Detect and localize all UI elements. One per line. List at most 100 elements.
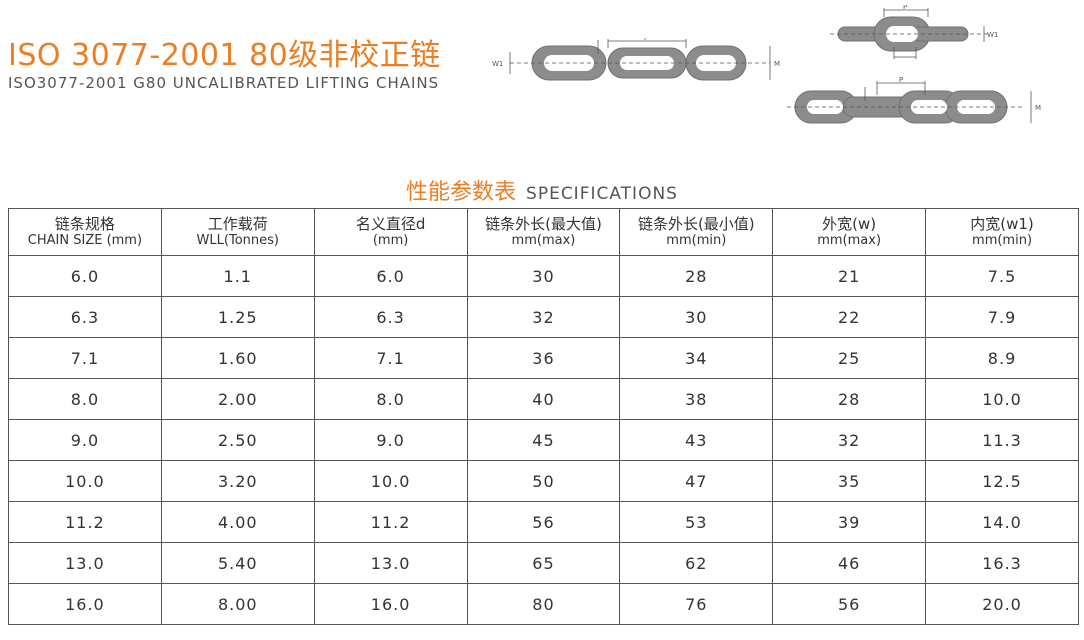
page-subtitle: ISO3077-2001 G80 UNCALIBRATED LIFTING CH… [8, 74, 440, 92]
table-cell: 6.0 [313, 255, 468, 297]
inner-width-label: W1 [987, 31, 998, 39]
table-cell: 1.1 [160, 255, 315, 297]
table-cell: 12.5 [925, 460, 1079, 502]
table-cell: 13.0 [8, 542, 162, 584]
table-row: 10.0 3.20 10.0 50 47 35 12.5 [8, 460, 1079, 502]
spec-heading: 性能参数表 SPECIFICATIONS [0, 174, 1084, 206]
column-header-en: mm(min) [666, 233, 727, 248]
table-cell: 28 [619, 255, 774, 297]
table-cell: 14.0 [925, 501, 1079, 543]
table-cell: 11.2 [313, 501, 468, 543]
table-cell: 1.60 [160, 337, 315, 379]
table-cell: 11.2 [8, 501, 162, 543]
table-cell: 1.25 [160, 296, 315, 338]
column-header-en: CHAIN SIZE (mm) [27, 233, 143, 248]
column-header: 链条外长(最小值) mm(min) [619, 208, 774, 256]
table-cell: 36 [466, 337, 621, 379]
table-cell: 22 [772, 296, 927, 338]
table-row: 9.0 2.50 9.0 45 43 32 11.3 [8, 419, 1079, 461]
column-header: 工作载荷 WLL(Tonnes) [160, 208, 315, 256]
table-cell: 6.0 [8, 255, 162, 297]
outer-width-label: M [1035, 104, 1041, 112]
table-cell: 21 [772, 255, 927, 297]
column-header-cn: 链条外长(最小值) [637, 215, 755, 233]
table-cell: 30 [619, 296, 774, 338]
column-header: 链条外长(最大值) mm(max) [466, 208, 621, 256]
table-cell: 20.0 [925, 583, 1079, 625]
table-cell: 43 [619, 419, 774, 461]
table-cell: 16.3 [925, 542, 1079, 584]
pitch-label: P [899, 77, 903, 84]
table-row: 6.0 1.1 6.0 30 28 21 7.5 [8, 255, 1079, 297]
table-row: 13.0 5.40 13.0 65 62 46 16.3 [8, 542, 1079, 584]
table-row: 8.0 2.00 8.0 40 38 28 10.0 [8, 378, 1079, 420]
table-cell: 76 [619, 583, 774, 625]
pitch-label: P [644, 38, 648, 42]
table-cell: 2.50 [160, 419, 315, 461]
table-cell: 35 [772, 460, 927, 502]
table-cell: 2.00 [160, 378, 315, 420]
table-cell: 30 [466, 255, 621, 297]
chain-side-diagram: W1 M P [492, 38, 780, 81]
table-cell: 8.0 [8, 378, 162, 420]
table-cell: 80 [466, 583, 621, 625]
table-cell: 10.0 [8, 460, 162, 502]
column-header-cn: 链条外长(最大值) [485, 215, 602, 233]
spec-heading-en: SPECIFICATIONS [526, 184, 678, 204]
column-header-en: mm(max) [817, 233, 882, 248]
table-row: 11.2 4.00 11.2 56 53 39 14.0 [8, 501, 1079, 543]
column-header-en: mm(min) [972, 233, 1033, 248]
chain-long-diagram: P M [787, 77, 1041, 124]
table-cell: 50 [466, 460, 621, 502]
table-cell: 9.0 [8, 419, 162, 461]
column-header: 链条规格 CHAIN SIZE (mm) [8, 208, 162, 256]
table-cell: 11.3 [925, 419, 1079, 461]
table-cell: 38 [619, 378, 774, 420]
column-header-cn: 工作载荷 [207, 215, 268, 233]
table-cell: 45 [466, 419, 621, 461]
table-cell: 8.00 [160, 583, 315, 625]
table-cell: 16.0 [8, 583, 162, 625]
column-header: 内宽(w1) mm(min) [925, 208, 1079, 256]
table-cell: 25 [772, 337, 927, 379]
column-header-en: (mm) [372, 233, 409, 248]
pitch-label: P [903, 5, 907, 11]
table-cell: 16.0 [313, 583, 468, 625]
table-cell: 10.0 [313, 460, 468, 502]
table-cell: 3.20 [160, 460, 315, 502]
table-cell: 56 [466, 501, 621, 543]
page-title: ISO 3077-2001 80级非校正链 [8, 38, 441, 73]
table-cell: 7.9 [925, 296, 1079, 338]
table-row: 6.3 1.25 6.3 32 30 22 7.9 [8, 296, 1079, 338]
table-body: 6.0 1.1 6.0 30 28 21 7.5 6.3 1.25 6.3 32 30 22 7.9 7.1… [8, 255, 1079, 625]
inner-width-label: W1 [492, 60, 503, 68]
table-cell: 6.3 [313, 296, 468, 338]
table-cell: 4.00 [160, 501, 315, 543]
table-cell: 32 [466, 296, 621, 338]
table-cell: 13.0 [313, 542, 468, 584]
table-header-row: 链条规格 CHAIN SIZE (mm) 工作载荷 WLL(Tonnes) 名义直径d(… [8, 208, 1079, 256]
table-cell: 32 [772, 419, 927, 461]
table-cell: 7.1 [313, 337, 468, 379]
column-header-en: mm(max) [511, 233, 576, 248]
table-cell: 9.0 [313, 419, 468, 461]
table-cell: 10.0 [925, 378, 1079, 420]
column-header-cn: 链条规格 [54, 215, 115, 233]
spec-heading-cn: 性能参数表 [406, 180, 517, 205]
table-cell: 7.1 [8, 337, 162, 379]
table-cell: 34 [619, 337, 774, 379]
table-cell: 39 [772, 501, 927, 543]
table-cell: 40 [466, 378, 621, 420]
outer-width-label: M [774, 60, 780, 68]
table-cell: 62 [619, 542, 774, 584]
table-cell: 6.3 [8, 296, 162, 338]
table-cell: 8.9 [925, 337, 1079, 379]
spec-table: 链条规格 CHAIN SIZE (mm) 工作载荷 WLL(Tonnes) 名义直径d(… [8, 208, 1079, 625]
chain-top-diagram: P W1 [830, 5, 998, 59]
table-cell: 56 [772, 583, 927, 625]
table-cell: 65 [466, 542, 621, 584]
column-header: 外宽(w) mm(max) [772, 208, 927, 256]
table-cell: 47 [619, 460, 774, 502]
table-cell: 53 [619, 501, 774, 543]
table-cell: 8.0 [313, 378, 468, 420]
